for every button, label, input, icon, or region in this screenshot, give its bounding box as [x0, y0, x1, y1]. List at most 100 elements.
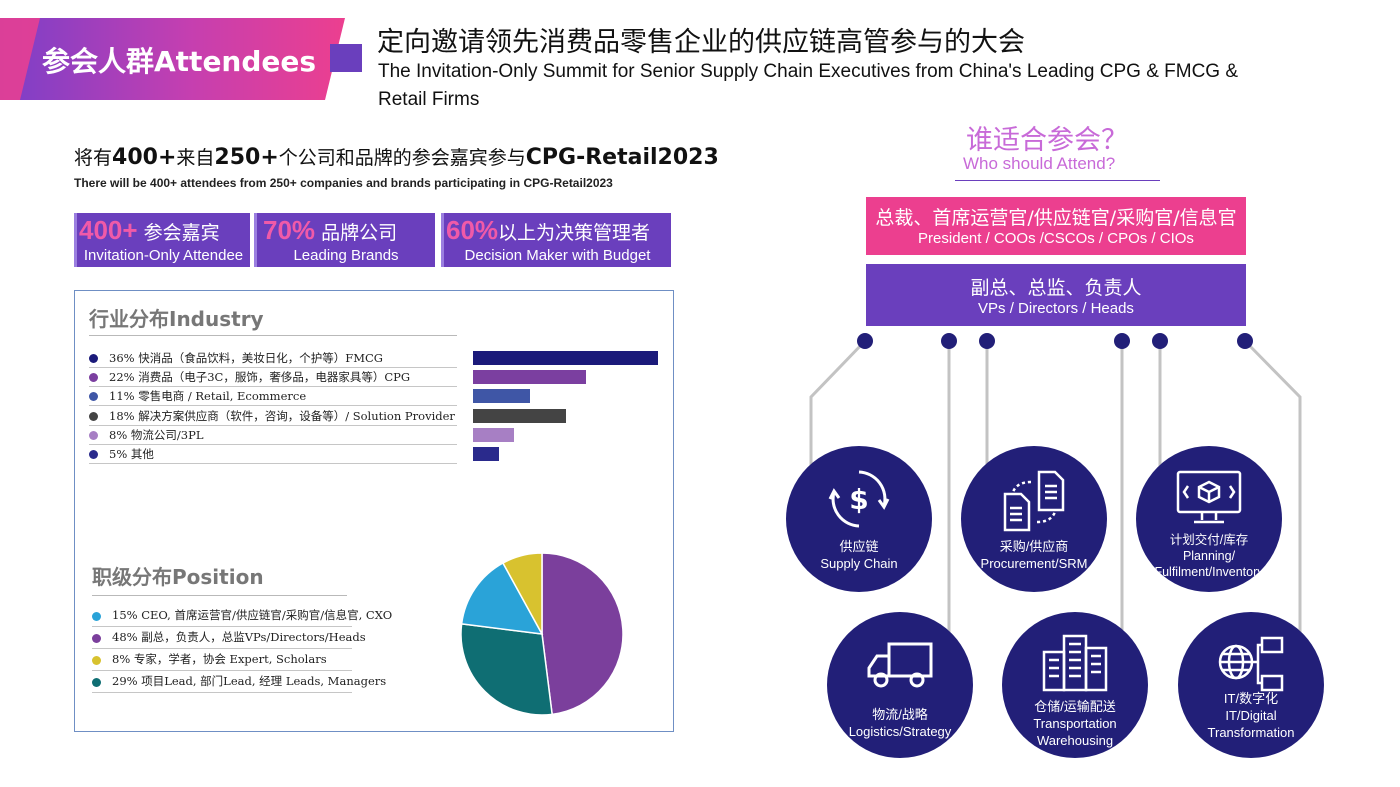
- industry-row-label: 36% 快消品（食品饮料，美妆日化，个护等）FMCG: [109, 351, 383, 365]
- industry-bar: [473, 389, 530, 404]
- industry-row: 8% 物流公司/3PL: [89, 426, 457, 445]
- headline-event-name: CPG-Retail2023: [525, 145, 719, 170]
- documents-icon: [1003, 470, 1065, 532]
- connector-node: [857, 333, 873, 349]
- buildings-icon: [1042, 634, 1108, 692]
- pie-slice: [541, 552, 624, 716]
- legend-dot: [92, 612, 101, 621]
- industry-row: 5% 其他: [89, 445, 457, 464]
- header-badge-background: [0, 18, 362, 100]
- tier-executives-en: President / COOs /CSCOs / CPOs / CIOs: [918, 230, 1194, 247]
- function-supply-chain: $ 供应链 Supply Chain: [786, 446, 932, 592]
- industry-row-label: 5% 其他: [109, 447, 154, 461]
- monitor-box-icon: [1176, 470, 1242, 524]
- function-procurement: 采购/供应商 Procurement/SRM: [961, 446, 1107, 592]
- stat-number: 400+: [79, 215, 138, 245]
- divider: [92, 595, 347, 596]
- industry-bar: [473, 370, 587, 385]
- legend-dot: [89, 411, 98, 421]
- connector-node: [979, 333, 995, 349]
- industry-row: 22% 消费品（电子3C，服饰，奢侈品，电器家具等）CPG: [89, 368, 457, 388]
- legend-dot: [92, 678, 101, 687]
- connector-node: [941, 333, 957, 349]
- pie-slice: [460, 562, 544, 635]
- industry-row: 36% 快消品（食品饮料，美妆日化，个护等）FMCG: [89, 349, 457, 368]
- industry-row-label: 18% 解决方案供应商（软件，咨询，设备等）/ Solution Provide…: [109, 408, 455, 423]
- legend-dot: [92, 634, 101, 643]
- industry-bar: [473, 408, 566, 423]
- legend-dot: [89, 450, 98, 459]
- position-section-title: 职级分布Position: [92, 565, 264, 589]
- position-row-label: 29% 项目Lead, 部门Lead, 经理 Leads, Managers: [112, 674, 387, 688]
- industry-row-label: 11% 零售电商 / Retail, Ecommerce: [109, 389, 307, 404]
- legend-dot: [89, 373, 98, 383]
- legend-dot: [89, 392, 98, 402]
- function-label: 仓储/运输配送 Transportation Warehousing: [1033, 699, 1117, 748]
- connector-node: [1237, 333, 1253, 349]
- legend-dot: [92, 656, 101, 665]
- industry-section-title: 行业分布Industry: [89, 307, 264, 331]
- function-label: 计划交付/库存 Planning/Fulfilment/Inventory: [1154, 533, 1264, 579]
- legend-dot: [89, 354, 98, 363]
- divider: [955, 180, 1160, 181]
- stat-card-decision-makers: 60%以上为决策管理者 Decision Maker with Budget: [441, 213, 671, 267]
- function-warehousing: 仓储/运输配送 Transportation Warehousing: [1002, 612, 1148, 758]
- globe-network-icon: [1218, 636, 1284, 692]
- stat-number: 60%: [446, 215, 499, 245]
- industry-bar: [473, 447, 499, 461]
- header-badge-label: 参会人群Attendees: [42, 45, 317, 78]
- headline-number-companies: 250+: [214, 145, 279, 170]
- industry-row: 18% 解决方案供应商（软件，咨询，设备等）/ Solution Provide…: [89, 407, 457, 426]
- tier-vps: 副总、总监、负责人 VPs / Directors / Heads: [866, 264, 1246, 326]
- headline-part: 将有: [74, 147, 113, 169]
- position-row-label: 48% 副总，负责人，总监VPs/Directors/Heads: [112, 630, 366, 644]
- stat-card-attendees: 400+ 参会嘉宾 Invitation-Only Attendee: [74, 213, 250, 267]
- function-logistics: 物流/战略 Logistics/Strategy: [827, 612, 973, 758]
- dollar-cycle-icon: $: [828, 470, 890, 528]
- position-row-label: 15% CEO, 首席运营官/供应链官/采购官/信息官, CXO: [112, 608, 393, 622]
- tier-vps-en: VPs / Directors / Heads: [978, 300, 1134, 317]
- function-label: IT/数字化 IT/Digital Transformation: [1207, 691, 1295, 740]
- industry-row-label: 8% 物流公司/3PL: [109, 427, 204, 442]
- headline-part: 个公司和品牌的参会嘉宾参与: [278, 147, 526, 169]
- stat-label-cn: 参会嘉宾: [137, 222, 220, 244]
- stat-label-en: Invitation-Only Attendee: [83, 247, 244, 264]
- attendees-headline-cn: 将有400+来自250+个公司和品牌的参会嘉宾参与CPG-Retail2023: [74, 143, 719, 170]
- stat-label-cn: 品牌公司: [315, 222, 398, 244]
- tier-executives: 总裁、首席运营官/供应链官/采购官/信息官 President / COOs /…: [866, 197, 1246, 255]
- legend-dot: [89, 430, 98, 440]
- function-label: 供应链 Supply Chain: [820, 539, 898, 571]
- function-it: IT/数字化 IT/Digital Transformation: [1178, 612, 1324, 758]
- stat-label-en: Leading Brands: [293, 247, 399, 264]
- stat-label-en: Decision Maker with Budget: [464, 247, 651, 264]
- stat-label-cn: 以上为决策管理者: [498, 222, 651, 244]
- distribution-panel: 行业分布Industry 36% 快消品（食品饮料，美妆日化，个护等）FMCG 2…: [74, 290, 674, 732]
- page-title-cn: 定向邀请领先消费品零售企业的供应链高管参与的大会: [377, 27, 1025, 58]
- stat-number: 70%: [263, 215, 316, 245]
- pie-slice: [501, 552, 543, 635]
- industry-row: 11% 零售电商 / Retail, Ecommerce: [89, 387, 457, 407]
- who-attend-title-en: Who should Attend?: [963, 154, 1116, 173]
- svg-text:$: $: [849, 483, 868, 516]
- industry-row-label: 22% 消费品（电子3C，服饰，奢侈品，电器家具等）CPG: [109, 370, 411, 385]
- headline-part: 来自: [176, 147, 215, 169]
- header-badge: 参会人群Attendees: [0, 18, 362, 100]
- connector-node: [1114, 333, 1130, 349]
- tier-executives-cn: 总裁、首席运营官/供应链官/采购官/信息官: [875, 207, 1237, 229]
- who-attend-title-cn: 谁适合参会？: [966, 125, 1128, 156]
- industry-bar: [473, 427, 515, 442]
- function-planning: 计划交付/库存 Planning/Fulfilment/Inventory: [1136, 446, 1282, 592]
- divider: [89, 335, 457, 336]
- position-row: 15% CEO, 首席运营官/供应链官/采购官/信息官, CXO: [92, 605, 392, 627]
- connector-node: [1152, 333, 1168, 349]
- position-row: 8% 专家，学者，协会 Expert, Scholars: [92, 649, 352, 671]
- pie-slice: [460, 623, 553, 716]
- headline-number-attendees: 400+: [112, 145, 177, 170]
- position-row: 29% 项目Lead, 部门Lead, 经理 Leads, Managers: [92, 671, 386, 693]
- function-label: 物流/战略 Logistics/Strategy: [848, 707, 952, 739]
- industry-bar: [473, 351, 658, 365]
- position-row-label: 8% 专家，学者，协会 Expert, Scholars: [112, 652, 327, 666]
- tier-vps-cn: 副总、总监、负责人: [970, 277, 1142, 299]
- stat-card-brands: 70% 品牌公司 Leading Brands: [254, 213, 435, 267]
